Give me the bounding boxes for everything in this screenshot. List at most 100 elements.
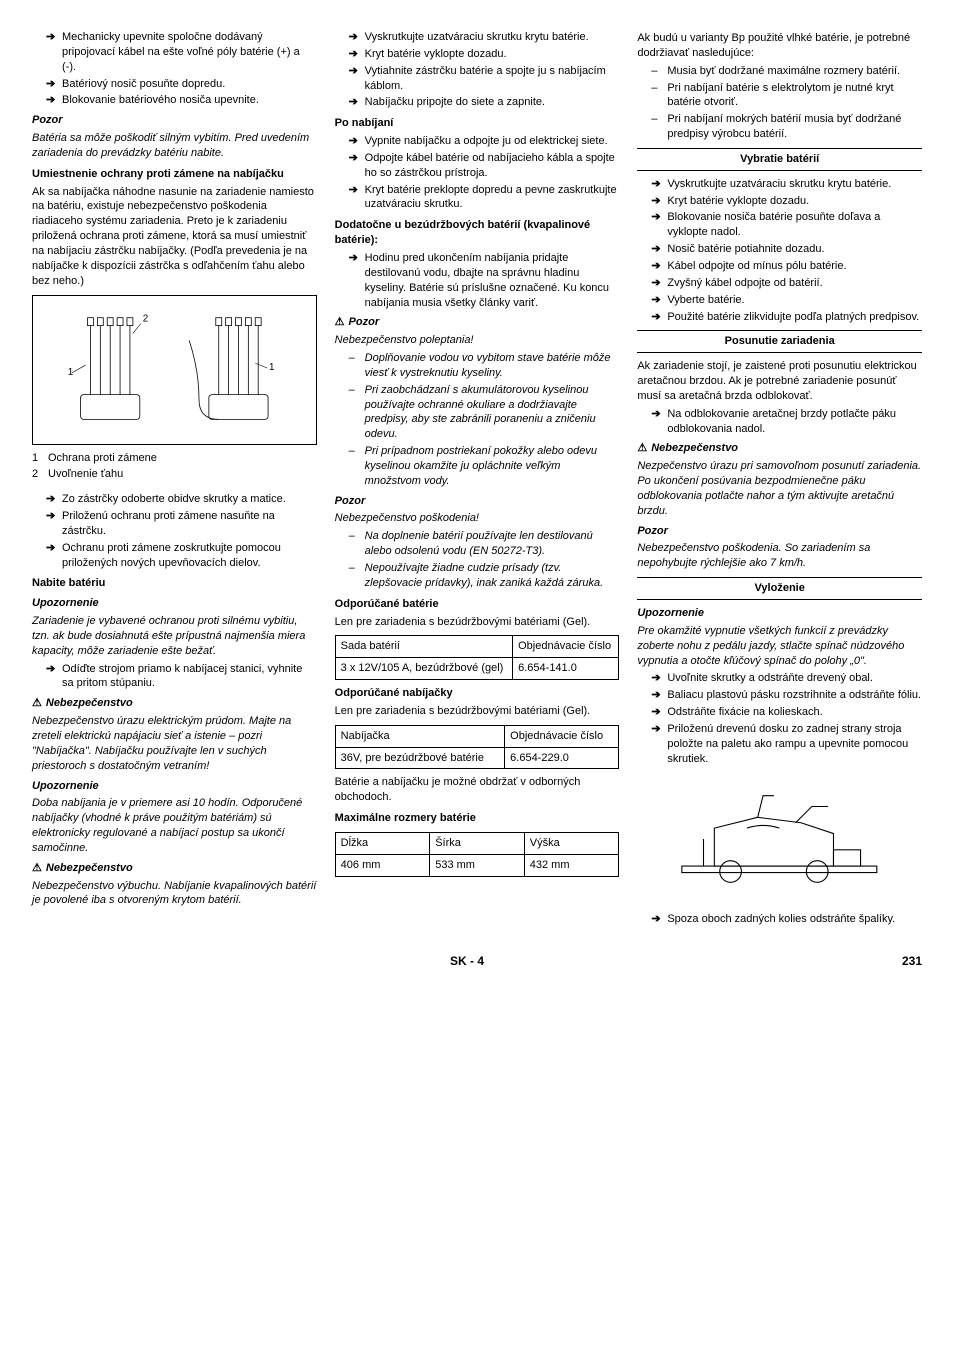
warning-icon: ⚠ xyxy=(335,315,345,330)
arrow-icon: ➔ xyxy=(651,722,667,767)
list-item: ➔Blokovanie batériového nosiča upevnite. xyxy=(46,93,317,108)
list-item: ➔Použité batérie zlikvidujte podľa platn… xyxy=(651,310,922,325)
caution-body: Nebezpečenstvo poškodenia! xyxy=(335,511,620,526)
list-item: ➔Ochranu proti zámene zoskrutkujte pomoc… xyxy=(46,541,317,571)
notice-body: Zariadenie je vybavené ochranou proti si… xyxy=(32,614,317,659)
list-item: ➔Nabíjačku pripojte do siete a zapnite. xyxy=(349,95,620,110)
arrow-icon: ➔ xyxy=(349,95,365,110)
column-3: Ak budú u varianty Bp použité vlhké baté… xyxy=(637,28,922,929)
arrow-icon: ➔ xyxy=(651,293,667,308)
list-item: ➔Mechanicky upevnite spoločne dodávaný p… xyxy=(46,30,317,75)
caution-head: Pozor xyxy=(32,113,317,128)
danger-head: ⚠Nebezpečenstvo xyxy=(32,861,317,876)
notice-head: Upozornenie xyxy=(32,779,317,794)
arrow-icon: ➔ xyxy=(651,705,667,720)
figure-plugs: 1 2 1 xyxy=(32,295,317,445)
notice-body: Doba nabíjania je v priemere asi 10 hodí… xyxy=(32,796,317,855)
paragraph: Ak zariadenie stojí, je zaistené proti p… xyxy=(637,359,922,404)
list-item: ➔Kryt batérie vyklopte dozadu. xyxy=(651,194,922,209)
list-item: ➔Uvoľnite skrutky a odstráňte drevený ob… xyxy=(651,671,922,686)
list-item: ➔Na odblokovanie aretačnej brzdy potlačt… xyxy=(651,407,922,437)
arrow-icon: ➔ xyxy=(349,134,365,149)
list-item: ➔Vyskrutkujte uzatváraciu skrutku krytu … xyxy=(349,30,620,45)
danger-body: Nezpečenstvo úrazu pri samovoľnom posunu… xyxy=(637,459,922,518)
list-item: ➔Vytiahnite zástrčku batérie a spojte ju… xyxy=(349,64,620,94)
list-item: –Pri nabíjaní batérie s elektrolytom je … xyxy=(651,81,922,111)
arrow-icon: ➔ xyxy=(349,64,365,94)
caution-body: Batéria sa môže poškodiť silným vybitím.… xyxy=(32,131,317,161)
list-item: ➔Kryt batérie preklopte dopredu a pevne … xyxy=(349,183,620,213)
danger-body: Nebezpečenstvo úrazu elektrickým prúdom.… xyxy=(32,714,317,773)
arrow-icon: ➔ xyxy=(46,492,62,507)
list-item: –Pri zaobchádzaní s akumulátorovou kysel… xyxy=(349,383,620,442)
list-item: –Pri nabíjaní mokrých batérií musia byť … xyxy=(651,112,922,142)
list-item: ➔Priloženú ochranu proti zámene nasuňte … xyxy=(46,509,317,539)
arrow-icon: ➔ xyxy=(651,210,667,240)
list-item: ➔Kryt batérie vyklopte dozadu. xyxy=(349,47,620,62)
arrow-icon: ➔ xyxy=(349,183,365,213)
list-item: ➔Odstráňte fixácie na kolieskach. xyxy=(651,705,922,720)
subheading: Nabite batériu xyxy=(32,576,317,591)
arrow-icon: ➔ xyxy=(651,688,667,703)
warning-icon: ⚠ xyxy=(637,441,647,456)
paragraph: Ak sa nabíjačka náhodne nasunie na zaria… xyxy=(32,185,317,289)
arrow-icon: ➔ xyxy=(651,407,667,437)
section-head: Posunutie zariadenia xyxy=(637,330,922,353)
notice-head: Upozornenie xyxy=(637,606,922,621)
list-item: –Pri prípadnom postriekaní pokožky alebo… xyxy=(349,444,620,489)
danger-head: ⚠Nebezpečenstvo xyxy=(637,441,922,456)
list-item: ➔Batériový nosič posuňte dopredu. xyxy=(46,77,317,92)
arrow-icon: ➔ xyxy=(349,30,365,45)
caution-body: Nebezpečenstvo poleptania! xyxy=(335,333,620,348)
arrow-icon: ➔ xyxy=(651,671,667,686)
danger-head: ⚠Nebezpečenstvo xyxy=(32,696,317,711)
arrow-icon: ➔ xyxy=(46,77,62,92)
arrow-icon: ➔ xyxy=(651,194,667,209)
list-item: –Na doplnenie batérií používajte len des… xyxy=(349,529,620,559)
columns: ➔Mechanicky upevnite spoločne dodávaný p… xyxy=(32,28,922,929)
list-item: –Musia byť dodržané maximálne rozmery ba… xyxy=(651,64,922,79)
svg-text:1: 1 xyxy=(269,362,274,373)
list-item: ➔Priloženú drevenú dosku zo zadnej stran… xyxy=(651,722,922,767)
caution-head: Pozor xyxy=(335,494,620,509)
arrow-icon: ➔ xyxy=(651,177,667,192)
arrow-icon: ➔ xyxy=(349,151,365,181)
list-item: ➔Odíďte strojom priamo k nabíjacej stani… xyxy=(46,662,317,692)
figure-machine xyxy=(637,774,922,904)
list-item: ➔Blokovanie nosiča batérie posuňte doľav… xyxy=(651,210,922,240)
arrow-icon: ➔ xyxy=(46,30,62,75)
subheading: Po nabíjaní xyxy=(335,116,620,131)
list-item: ➔Vyskrutkujte uzatváraciu skrutku krytu … xyxy=(651,177,922,192)
subheading: Odporúčané nabíjačky xyxy=(335,686,620,701)
legend-item: 2Uvoľnenie ťahu xyxy=(32,467,317,482)
arrow-icon: ➔ xyxy=(651,242,667,257)
subheading: Dodatočne u bezúdržbových batérií (kvapa… xyxy=(335,218,620,248)
notice-body: Pre okamžité vypnutie všetkých funkcií z… xyxy=(637,624,922,669)
arrow-icon: ➔ xyxy=(651,912,667,927)
subheading: Maximálne rozmery batérie xyxy=(335,811,620,826)
list-item: ➔Baliacu plastovú pásku rozstrihnite a o… xyxy=(651,688,922,703)
warning-icon: ⚠ xyxy=(32,861,42,876)
section-head: Vyloženie xyxy=(637,577,922,600)
caution-body: Nebezpečenstvo poškodenia. So zariadením… xyxy=(637,541,922,571)
list-item: ➔Spoza oboch zadných kolies odstráňte šp… xyxy=(651,912,922,927)
subheading: Odporúčané batérie xyxy=(335,597,620,612)
list-item: ➔Odpojte kábel batérie od nabíjacieho ká… xyxy=(349,151,620,181)
table-note: Batérie a nabíjačku je možné obdržať v o… xyxy=(335,775,620,805)
table-chargers: NabíjačkaObjednávacie číslo 36V, pre bez… xyxy=(335,725,620,770)
arrow-icon: ➔ xyxy=(349,251,365,310)
list-item: ➔Zo zástrčky odoberte obidve skrutky a m… xyxy=(46,492,317,507)
svg-text:2: 2 xyxy=(143,313,148,324)
list-item: ➔Hodinu pred ukončením nabíjania pridajt… xyxy=(349,251,620,310)
section-head: Vybratie batérií xyxy=(637,148,922,171)
column-1: ➔Mechanicky upevnite spoločne dodávaný p… xyxy=(32,28,317,929)
arrow-icon: ➔ xyxy=(651,310,667,325)
table-dimensions: DĺžkaŠírkaVýška 406 mm533 mm432 mm xyxy=(335,832,620,877)
paragraph: Len pre zariadenia s bezúdržbovými batér… xyxy=(335,704,620,719)
list-item: ➔Kábel odpojte od mínus pólu batérie. xyxy=(651,259,922,274)
list-item: ➔Vyberte batérie. xyxy=(651,293,922,308)
arrow-icon: ➔ xyxy=(46,541,62,571)
list-item: ➔Nosič batérie potiahnite dozadu. xyxy=(651,242,922,257)
list-item: ➔Zvyšný kábel odpojte od batérií. xyxy=(651,276,922,291)
arrow-icon: ➔ xyxy=(46,93,62,108)
